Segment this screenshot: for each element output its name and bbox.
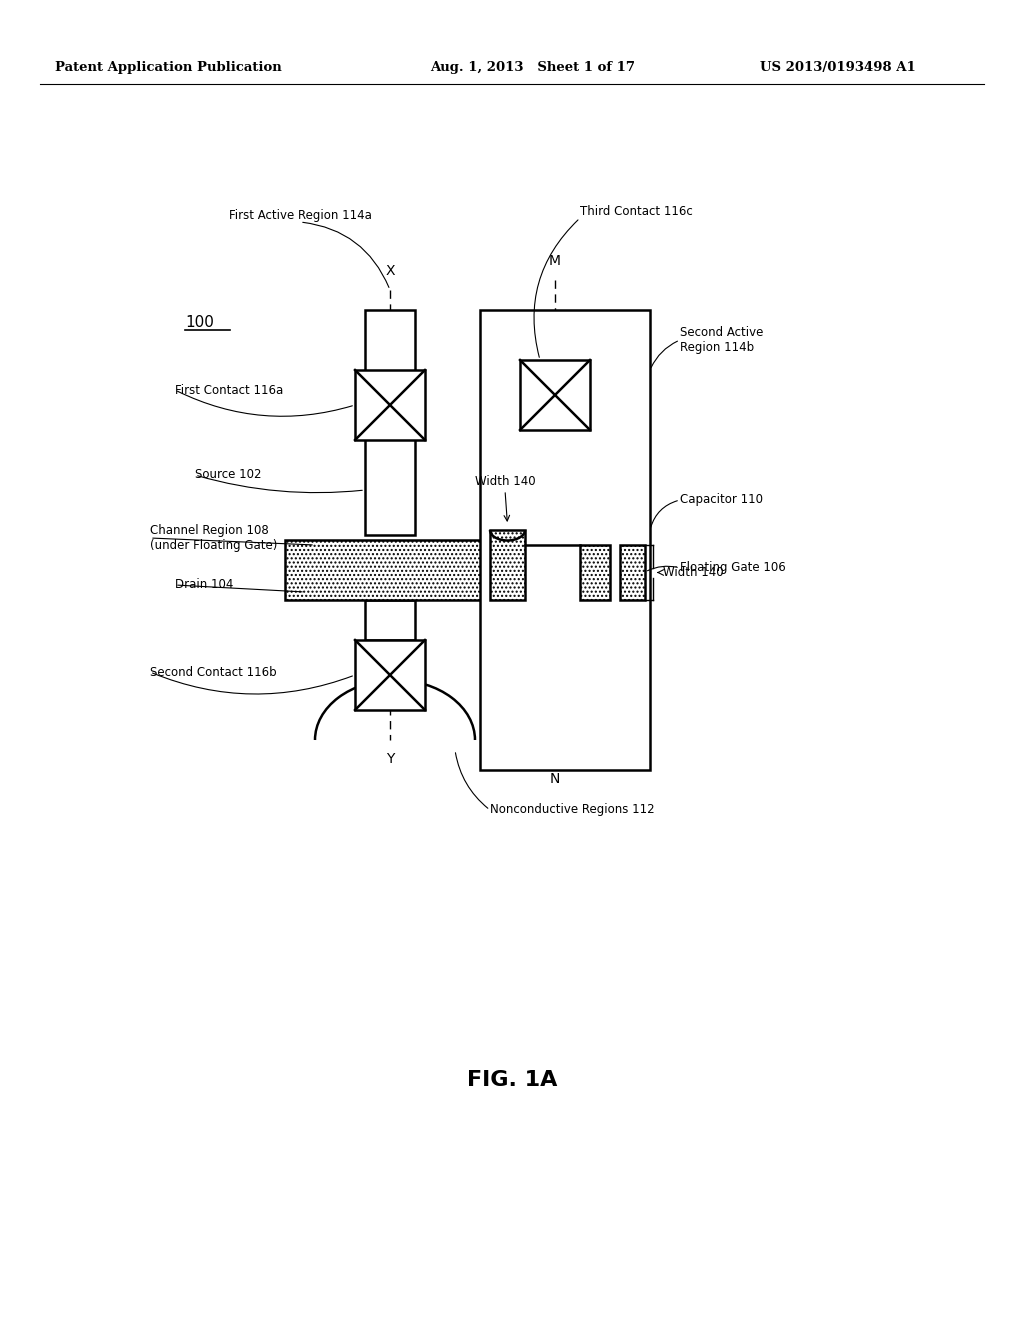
Text: Aug. 1, 2013   Sheet 1 of 17: Aug. 1, 2013 Sheet 1 of 17 [430,62,635,74]
Text: Channel Region 108
(under Floating Gate): Channel Region 108 (under Floating Gate) [150,524,278,552]
Text: Nonconductive Regions 112: Nonconductive Regions 112 [490,804,654,817]
Text: 100: 100 [185,315,214,330]
Text: Width 140: Width 140 [475,475,536,488]
Bar [355,640,425,710]
Text: Capacitor 110: Capacitor 110 [680,494,763,507]
Text: FIG. 1A: FIG. 1A [467,1071,557,1090]
Text: Second Active
Region 114b: Second Active Region 114b [680,326,763,354]
Text: M: M [549,253,561,268]
Text: First Contact 116a: First Contact 116a [175,384,284,396]
Bar [365,310,415,535]
Text: Drain 104: Drain 104 [175,578,233,591]
Text: US 2013/0193498 A1: US 2013/0193498 A1 [760,62,915,74]
Bar [285,540,640,601]
Bar [365,601,415,640]
Text: Floating Gate 106: Floating Gate 106 [680,561,785,574]
Text: N: N [550,772,560,785]
Bar [580,545,610,601]
Bar [520,360,590,430]
Text: First Active Region 114a: First Active Region 114a [228,209,372,222]
Text: Y: Y [386,752,394,766]
Text: Width 140: Width 140 [663,566,724,579]
Text: Second Contact 116b: Second Contact 116b [150,665,276,678]
Bar [490,531,525,601]
Text: Third Contact 116c: Third Contact 116c [580,205,693,218]
Bar [620,545,645,601]
Text: Patent Application Publication: Patent Application Publication [55,62,282,74]
Bar [480,310,650,770]
Text: X: X [385,264,394,279]
Text: Source 102: Source 102 [195,469,261,482]
Bar [355,370,425,440]
